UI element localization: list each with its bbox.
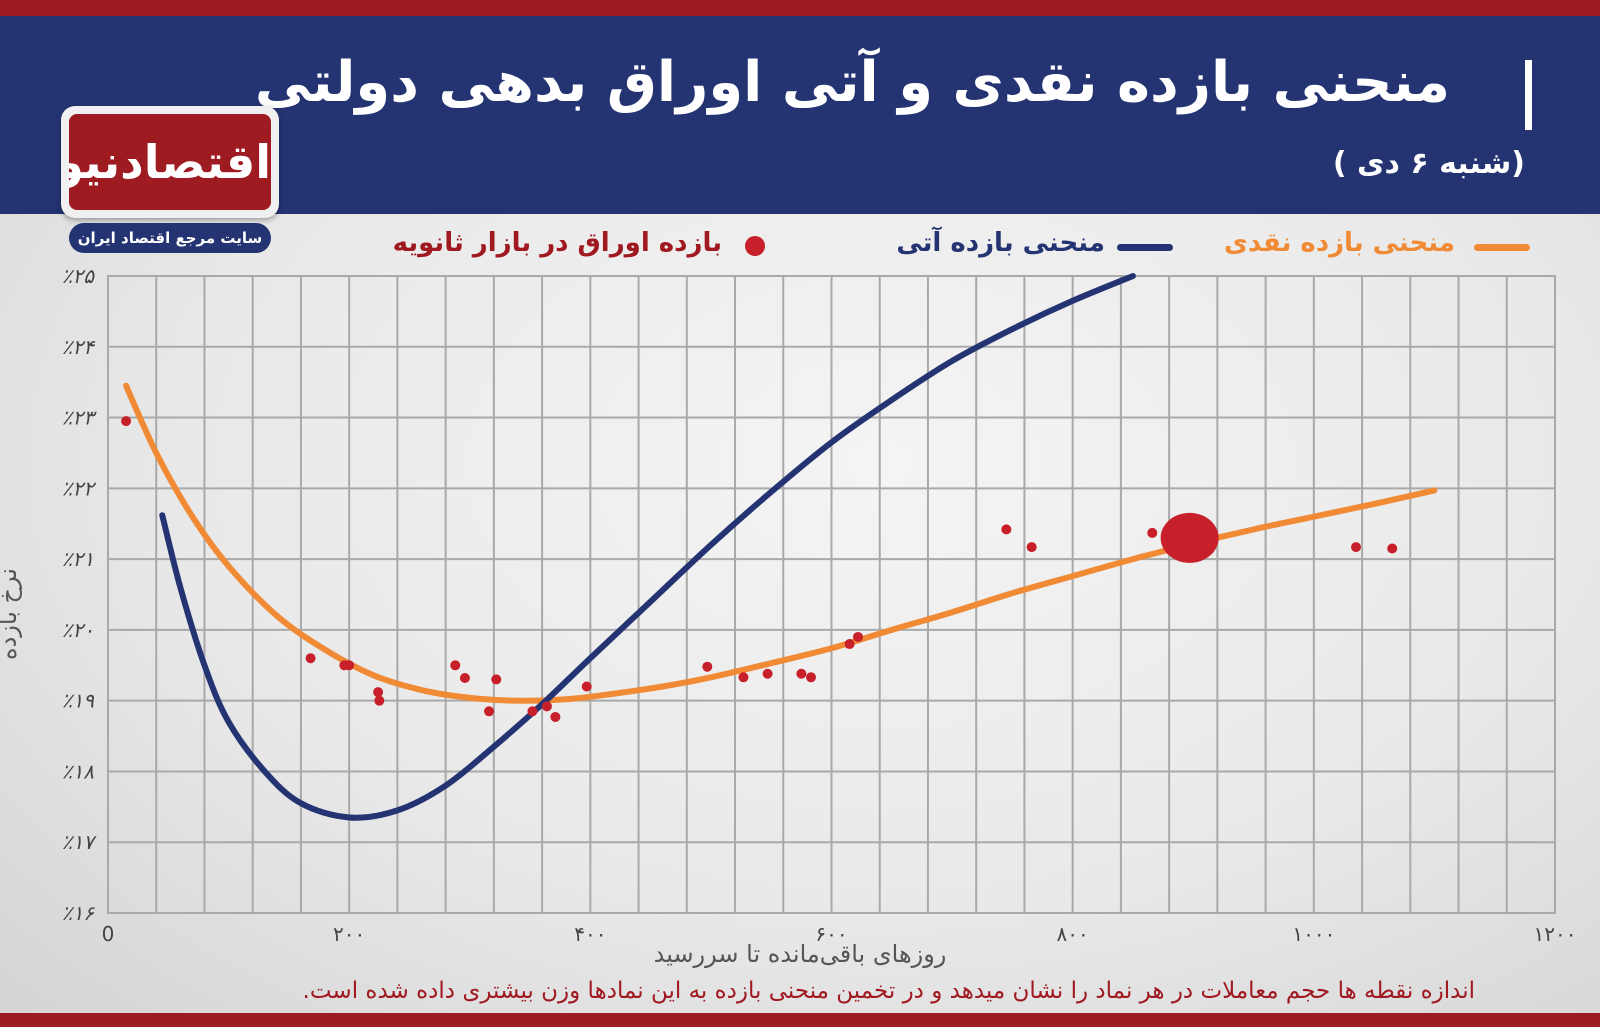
x-tick-label: ۶۰۰	[815, 922, 847, 946]
spot-yield-curve-line	[123, 382, 1438, 704]
y-tick-label: ٪۱۶	[62, 901, 95, 925]
forward-yield-curve-line	[159, 273, 1136, 821]
x-tick-label: 0	[102, 922, 115, 946]
bond-yield-point	[853, 631, 864, 642]
bond-yield-point	[541, 701, 552, 712]
legend-swatch-spot	[1474, 244, 1530, 251]
bond-yield-point	[305, 653, 316, 664]
legend-item-points: بازده اوراق در بازار ثانویه	[393, 228, 722, 258]
x-tick-label: ۲۰۰	[333, 922, 365, 946]
x-tick-label: ۱۰۰۰	[1292, 922, 1335, 946]
bond-yield-point	[459, 673, 470, 684]
bond-yield-point	[796, 668, 807, 679]
bond-yield-point	[1387, 543, 1398, 554]
x-axis-ticks: 0 ۲۰۰ ۴۰۰ ۶۰۰ ۸۰۰ ۱۰۰۰ ۱۲۰۰	[102, 922, 1577, 946]
y-tick-label: ٪۲۴	[62, 335, 96, 359]
legend-item-spot: منحنی بازده نقدی	[1224, 228, 1455, 258]
title-bar-mark	[1525, 60, 1532, 130]
brand-logo: اقتصادنیوز	[61, 106, 279, 218]
y-tick-label: ٪۲۲	[62, 476, 97, 500]
y-tick-label: ٪۱۷	[62, 830, 97, 854]
brand-tagline: سایت مرجع اقتصاد ایران	[69, 223, 271, 253]
y-axis-title: نرخ بازده	[0, 568, 22, 660]
y-tick-label: ٪۲۳	[62, 406, 97, 430]
bond-yield-point	[1147, 527, 1158, 538]
bond-yield-point	[806, 672, 817, 683]
bond-yield-point	[1351, 542, 1362, 553]
legend-label-points: بازده اوراق در بازار ثانویه	[392, 228, 722, 258]
bond-yield-point	[527, 706, 538, 717]
page-subtitle-date: (شنبه ۶ دی )	[1332, 146, 1525, 181]
chart-scatter-points	[121, 416, 1398, 722]
y-tick-label: ٪۲۰	[62, 618, 94, 642]
legend-label-spot: منحنی بازده نقدی	[1224, 228, 1455, 258]
bond-yield-point	[1001, 524, 1012, 535]
x-axis-title: روزهای باقی‌مانده تا سررسید	[653, 940, 947, 968]
legend-swatch-forward	[1117, 244, 1173, 251]
bond-yield-point	[702, 661, 713, 672]
chart-series-lines	[123, 273, 1438, 821]
bond-yield-point	[1160, 512, 1219, 563]
chart-footnote: اندازه نقطه ها حجم معاملات در هر نماد را…	[302, 978, 1475, 1004]
legend-item-forward: منحنی بازده آتی	[896, 228, 1105, 258]
bond-yield-point	[844, 639, 855, 650]
legend-label-forward: منحنی بازده آتی	[896, 228, 1105, 258]
x-tick-label: ۴۰۰	[574, 922, 606, 946]
bond-yield-point	[374, 695, 385, 706]
bond-yield-point	[762, 668, 773, 679]
bond-yield-point	[121, 416, 132, 427]
bond-yield-point	[344, 660, 355, 671]
bond-yield-point	[550, 711, 561, 722]
brand-logo-wordmark: اقتصادنیوز	[69, 114, 271, 210]
bond-yield-point	[373, 687, 384, 698]
x-tick-label: ۸۰۰	[1057, 922, 1089, 946]
bond-yield-point	[484, 706, 495, 717]
y-axis-ticks: ٪۱۶ ٪۱۷ ٪۱۸ ٪۱۹ ٪۲۰ ٪۲۱ ٪۲۲ ٪۲۳ ٪۲۴ ٪۲۵	[62, 264, 97, 925]
bottom-accent-strip	[0, 1013, 1600, 1027]
bond-yield-point	[491, 674, 502, 685]
top-accent-strip	[0, 0, 1600, 16]
bond-yield-point	[1026, 542, 1037, 553]
y-tick-label: ٪۲۵	[62, 264, 95, 288]
bond-yield-point	[450, 660, 461, 671]
bond-yield-point	[581, 681, 592, 692]
y-tick-label: ٪۲۱	[62, 547, 94, 571]
y-tick-label: ٪۱۹	[62, 689, 94, 713]
legend-swatch-points	[745, 236, 765, 256]
x-tick-label: ۱۲۰۰	[1534, 922, 1577, 946]
y-tick-label: ٪۱۸	[62, 759, 94, 783]
page-title: منحنی بازده نقدی و آتی اوراق بدهی دولتی	[254, 50, 1450, 115]
bond-yield-point	[738, 672, 749, 683]
chart-grid	[107, 275, 1556, 914]
